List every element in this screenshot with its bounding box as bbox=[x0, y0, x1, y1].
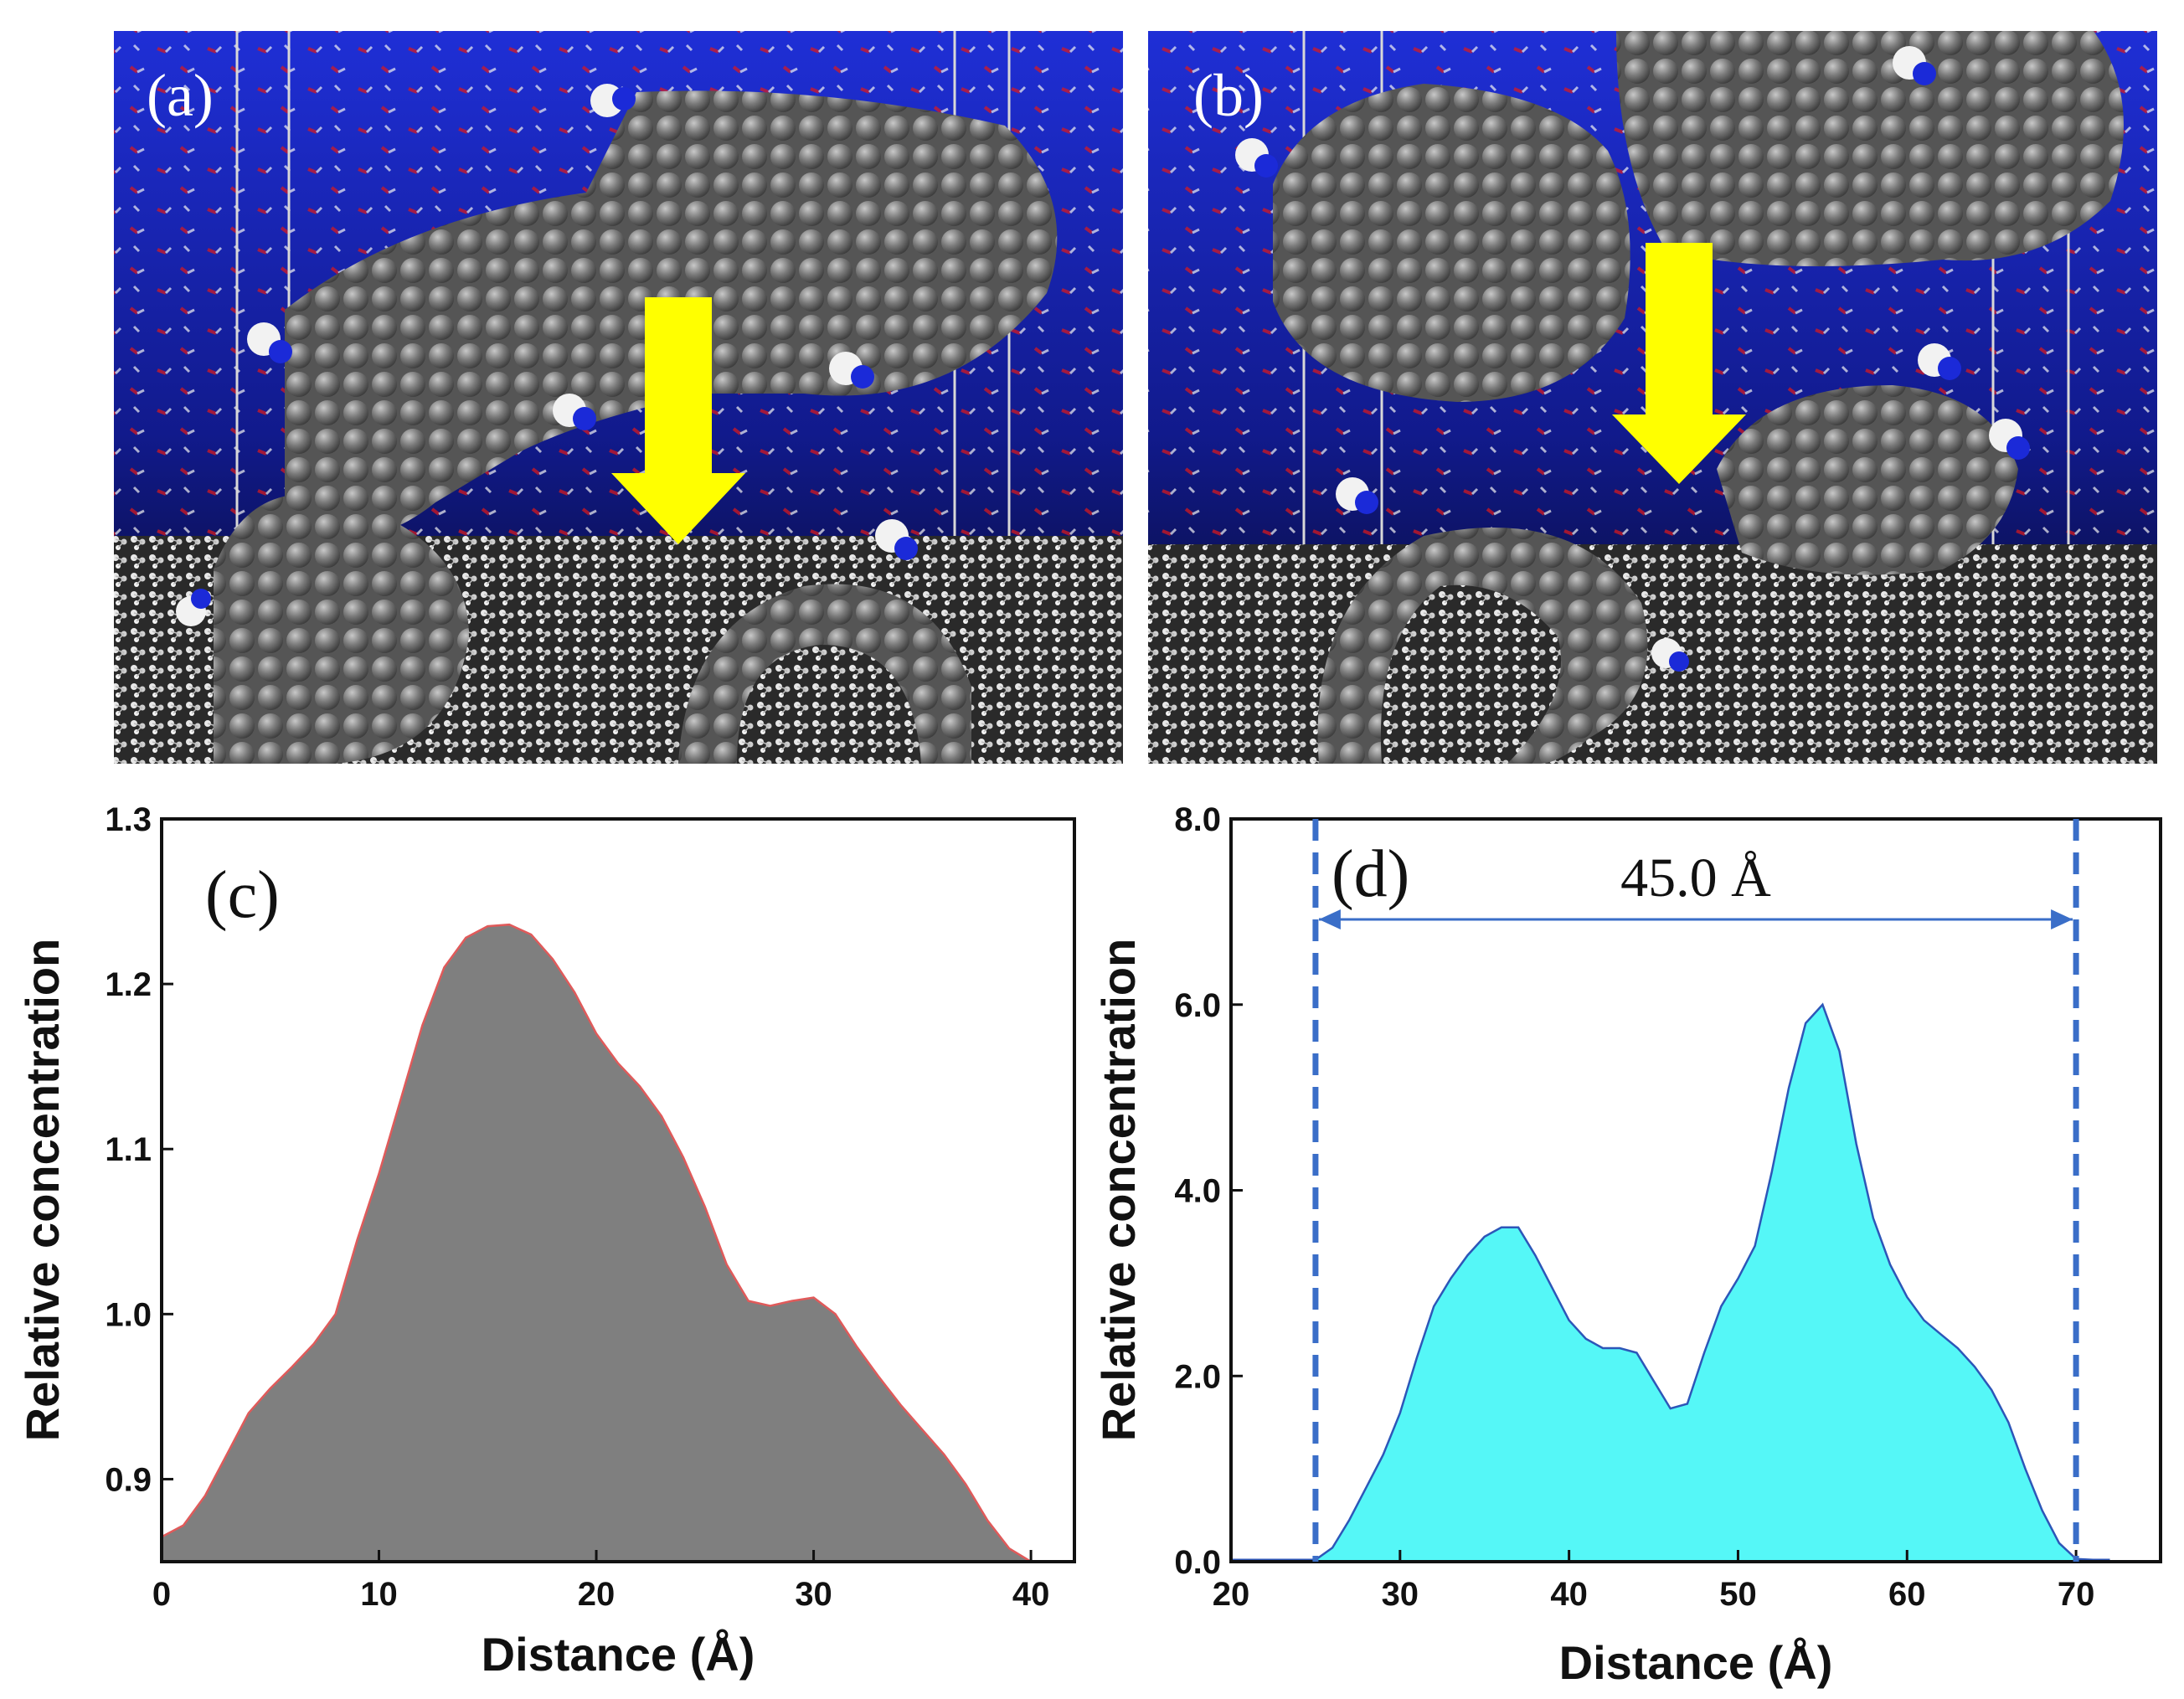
d-y-tick-label: 4.0 bbox=[1174, 1173, 1221, 1210]
chart-c-panel-label: (c) bbox=[205, 858, 280, 932]
panel-label-b: (b) bbox=[1193, 62, 1264, 129]
chart-d-panel-label: (d) bbox=[1332, 837, 1409, 911]
cnt-b-upper-left bbox=[1273, 84, 1630, 402]
d-series-area bbox=[1231, 1004, 2110, 1562]
c-y-tick-label: 1.1 bbox=[105, 1131, 152, 1168]
c-x-tick-label: 30 bbox=[795, 1576, 832, 1613]
chart-d-annotations: 45.0 Å bbox=[1312, 819, 2079, 1562]
d-dimension-arrowhead-right bbox=[2051, 909, 2073, 929]
d-x-tick-label: 60 bbox=[1888, 1576, 1926, 1613]
d-y-tick-label: 2.0 bbox=[1174, 1358, 1221, 1395]
d-dimension-label: 45.0 Å bbox=[1620, 847, 1771, 909]
d-y-tick-label: 8.0 bbox=[1174, 801, 1221, 838]
cnt-a-left bbox=[214, 494, 469, 764]
chart-c-x-axis-title: Distance (Å) bbox=[482, 1628, 755, 1681]
c-x-tick-label: 20 bbox=[578, 1576, 616, 1613]
d-x-tick-label: 50 bbox=[1719, 1576, 1757, 1613]
arrow-b bbox=[1612, 243, 1746, 484]
d-y-tick-label: 6.0 bbox=[1174, 987, 1221, 1024]
chart-d: 20 30 40 50 60 70 0.0 2.0 4.0 6.0 8.0 45.0 Å (d) D… bbox=[1092, 801, 2162, 1689]
chart-c-ticks: 0 10 20 30 40 0.9 1.0 1.1 1.2 1.3 bbox=[105, 801, 1049, 1613]
chart-c-area-layer bbox=[161, 923, 1032, 1563]
chart-d-y-axis-title: Relative concentration bbox=[1092, 939, 1145, 1442]
d-y-tick-label: 0.0 bbox=[1174, 1544, 1221, 1581]
c-series-area bbox=[162, 924, 1032, 1562]
cnt-a-ring bbox=[678, 584, 971, 764]
c-series-line bbox=[161, 923, 1032, 1563]
cnt-b-upper-right bbox=[1616, 31, 2124, 266]
chart-d-x-axis-title: Distance (Å) bbox=[1559, 1636, 1833, 1689]
d-x-tick-label: 40 bbox=[1550, 1576, 1588, 1613]
d-x-tick-label: 30 bbox=[1382, 1576, 1419, 1613]
cnt-b-tilted bbox=[1717, 385, 2018, 575]
c-y-tick-label: 0.9 bbox=[105, 1461, 152, 1498]
d-dimension-arrowhead-left bbox=[1318, 909, 1341, 929]
d-series-line bbox=[1231, 1002, 2110, 1562]
chart-c-frame bbox=[160, 817, 1076, 1563]
c-x-tick-label: 0 bbox=[152, 1576, 171, 1613]
snapshot-b: (b) bbox=[1148, 31, 2157, 764]
snapshot-a: (a) bbox=[114, 31, 1123, 764]
d-x-tick-label: 20 bbox=[1213, 1576, 1250, 1613]
c-y-tick-label: 1.3 bbox=[105, 801, 152, 838]
c-x-tick-label: 10 bbox=[360, 1576, 398, 1613]
chart-c: 0 10 20 30 40 0.9 1.0 1.1 1.2 1.3 (c) Distance (Å… bbox=[16, 801, 1076, 1681]
c-x-tick-label: 40 bbox=[1012, 1576, 1050, 1613]
c-y-tick-label: 1.2 bbox=[105, 966, 152, 1003]
chart-c-y-axis-title: Relative concentration bbox=[16, 939, 69, 1442]
c-y-tick-label: 1.0 bbox=[105, 1296, 152, 1333]
arrow-a bbox=[611, 297, 745, 544]
panel-label-a: (a) bbox=[147, 62, 214, 129]
chart-d-area-layer bbox=[1231, 1002, 2110, 1562]
d-x-tick-label: 70 bbox=[2058, 1576, 2095, 1613]
cnt-b-ring bbox=[1317, 528, 1648, 764]
